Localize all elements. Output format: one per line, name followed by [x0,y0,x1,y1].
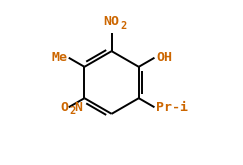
Text: O: O [61,101,69,114]
Text: 2: 2 [121,20,127,31]
Text: N: N [74,101,82,114]
Text: Me: Me [51,51,67,64]
Text: NO: NO [104,15,120,28]
Text: Pr-i: Pr-i [156,101,188,114]
Text: 2: 2 [69,106,75,116]
Text: OH: OH [156,51,172,64]
